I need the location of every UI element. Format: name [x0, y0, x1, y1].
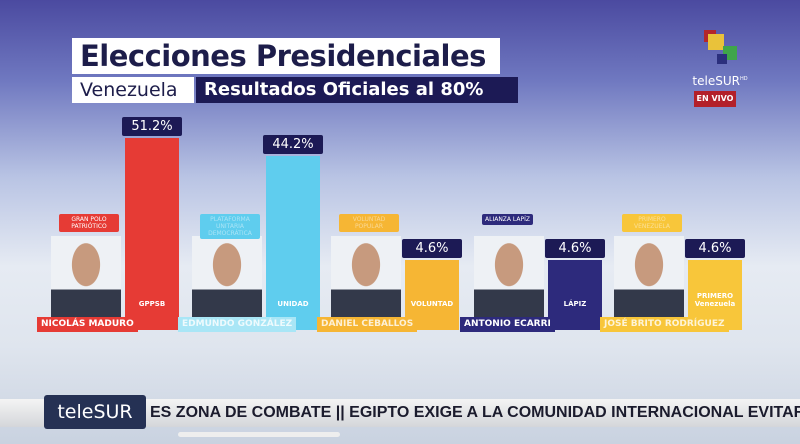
- results-subtitle: Resultados Oficiales al 80%: [196, 77, 518, 103]
- bar-0: [125, 137, 179, 330]
- party-logo: PRIMERO Venezuela: [694, 292, 736, 308]
- candidate-photo: [614, 236, 684, 318]
- telesur-brand: teleSURHD: [690, 28, 750, 88]
- party-logo: LÁPIZ: [563, 300, 587, 308]
- candidate-name: ANTONIO ECARRI: [460, 317, 555, 332]
- telesur-logo-icon: [704, 30, 737, 64]
- value-label: 4.6%: [545, 239, 605, 258]
- party-logo: UNIDAD: [277, 300, 309, 308]
- value-label: 4.6%: [685, 239, 745, 258]
- live-badge: EN VIVO: [694, 91, 736, 107]
- candidate-photo: [474, 236, 544, 318]
- page-title: Elecciones Presidenciales: [72, 38, 500, 74]
- party-label: GRAN POLO PATRIÓTICO: [59, 214, 119, 232]
- party-logo: VOLUNTAD: [410, 300, 454, 308]
- candidate-photo: [51, 236, 121, 318]
- ticker-logo: teleSUR: [44, 395, 146, 429]
- party-label: PLATAFORMA UNITARIA DEMOCRÁTICA: [200, 214, 260, 239]
- country-label: Venezuela: [72, 77, 194, 103]
- candidate-photo: [192, 236, 262, 318]
- candidate-name: NICOLÁS MADURO: [37, 317, 138, 332]
- value-label: 51.2%: [122, 116, 182, 136]
- hd-badge: HD: [739, 76, 748, 82]
- candidate-photo: [331, 236, 401, 318]
- bar-1: [266, 156, 320, 330]
- home-indicator: [178, 432, 340, 437]
- party-label: VOLUNTAD POPULAR: [339, 214, 399, 232]
- candidate-name: EDMUNDO GONZÁLEZ: [178, 317, 297, 332]
- party-label: PRIMERO VENEZUELA: [622, 214, 682, 232]
- party-logo: GPPSB: [138, 300, 166, 308]
- party-label: ALIANZA LAPÍZ: [482, 214, 534, 225]
- channel-name: teleSUR: [692, 74, 740, 88]
- candidate-name: DANIEL CEBALLOS: [317, 317, 418, 332]
- value-label: 44.2%: [263, 135, 323, 155]
- value-label: 4.6%: [402, 239, 462, 258]
- candidate-name: JOSÉ BRITO RODRÍGUEZ: [600, 317, 729, 332]
- news-ticker: ES ZONA DE COMBATE || EGIPTO EXIGE A LA …: [150, 404, 800, 421]
- bar-3: [548, 260, 602, 330]
